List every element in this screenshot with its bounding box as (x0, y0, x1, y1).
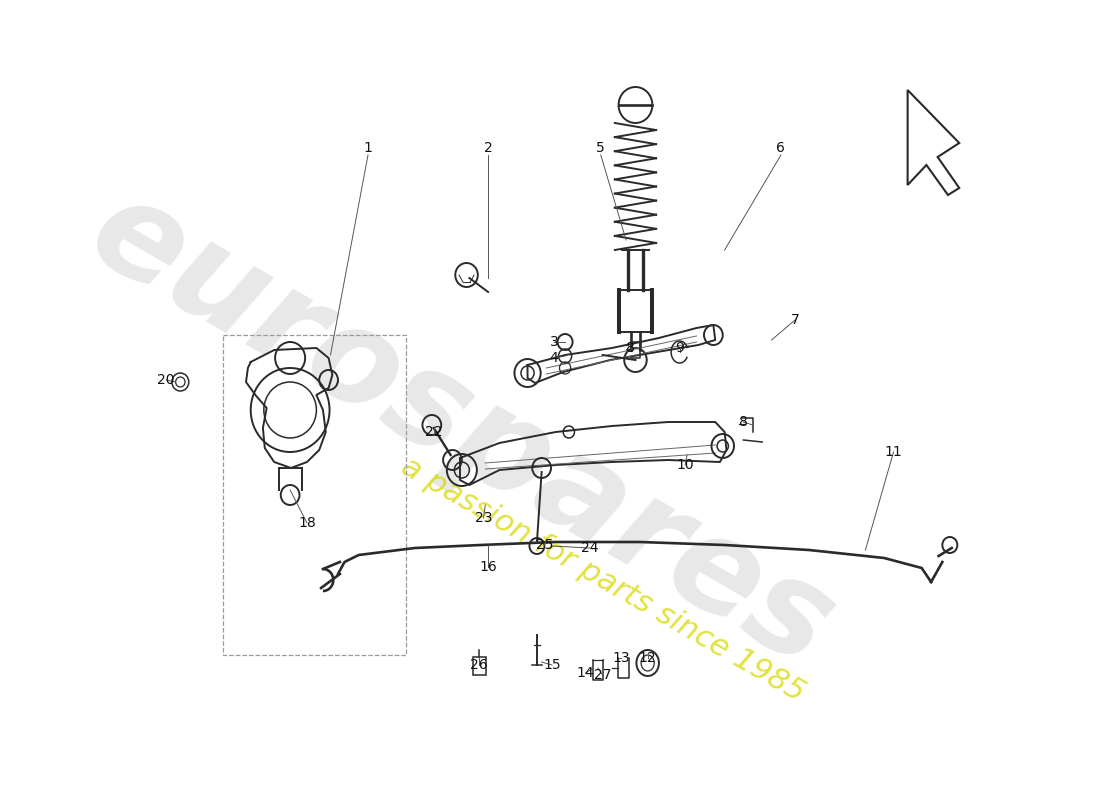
Text: 14: 14 (576, 666, 594, 680)
Text: 26: 26 (470, 658, 487, 672)
Text: 11: 11 (884, 445, 902, 459)
Text: 3: 3 (549, 335, 558, 349)
Text: 12: 12 (639, 651, 657, 665)
Text: 8: 8 (626, 341, 635, 355)
Text: 16: 16 (480, 560, 497, 574)
Text: 4: 4 (549, 351, 558, 365)
Text: 23: 23 (475, 511, 492, 525)
Text: 24: 24 (581, 541, 598, 555)
Text: 6: 6 (777, 141, 785, 155)
Text: 22: 22 (425, 425, 442, 439)
Text: 10: 10 (676, 458, 694, 472)
Text: 20: 20 (157, 373, 175, 387)
Text: 7: 7 (791, 313, 800, 327)
Text: 8: 8 (739, 415, 748, 429)
Text: 9: 9 (675, 341, 684, 355)
Text: a passion for parts since 1985: a passion for parts since 1985 (396, 452, 810, 708)
Text: 27: 27 (594, 668, 612, 682)
Text: 13: 13 (613, 651, 630, 665)
Text: 1: 1 (364, 141, 373, 155)
Text: eurospares: eurospares (68, 166, 855, 694)
Text: 25: 25 (536, 538, 553, 552)
Text: 2: 2 (484, 141, 493, 155)
Text: 15: 15 (543, 658, 561, 672)
Text: 5: 5 (596, 141, 605, 155)
Text: 18: 18 (298, 516, 316, 530)
